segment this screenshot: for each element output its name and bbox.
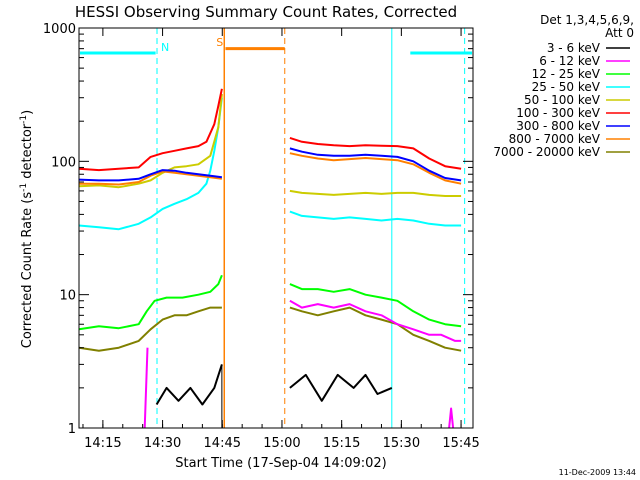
series-line-12-25-kev-part-1 <box>78 274 223 331</box>
night-indicators: N <box>80 28 472 428</box>
x-tick-label-7: 15:45 <box>442 436 479 451</box>
series-group <box>78 88 462 429</box>
series-line-800-7000-kev-part-1 <box>79 170 223 186</box>
x-axis-label: Start Time (17-Sep-04 14:09:02) <box>175 456 386 471</box>
chart-title: HESSI Observing Summary Count Rates, Cor… <box>75 3 457 21</box>
legend-label-800-7000-kev: 800 - 7000 keV <box>509 132 601 146</box>
series-line-50-100-kev-part-2 <box>289 189 462 197</box>
series-50-100-kev <box>78 93 462 197</box>
y-tick-label-4: 1000 <box>43 22 76 37</box>
series-line-25-50-kev-part-1 <box>78 97 223 231</box>
series-line-6-12-kev-part-3 <box>448 407 455 429</box>
legend-label-25-50-kev: 25 - 50 keV <box>532 80 601 94</box>
legend-label-50-100-kev: 50 - 100 keV <box>524 93 601 107</box>
series-line-3-6-kev-part-2 <box>289 373 393 402</box>
legend-label-7000-20000-kev: 7000 - 20000 keV <box>493 145 600 159</box>
series-line-6-12-kev-part-2 <box>289 299 462 342</box>
x-tick-label-6: 15:30 <box>383 436 420 451</box>
y-axis-label-main: Corrected Count Rate (s <box>20 192 35 349</box>
legend-label-6-12-kev: 6 - 12 keV <box>539 54 601 68</box>
legend-label-12-25-kev: 12 - 25 keV <box>532 67 601 81</box>
y-axis-label-end: ) <box>20 110 35 115</box>
series-line-6-12-kev-part-1 <box>143 347 149 429</box>
x-tick-label-1: 14:15 <box>84 436 121 451</box>
series-line-800-7000-kev-part-2 <box>289 152 462 185</box>
series-line-7000-20000-kev-part-2 <box>289 306 462 352</box>
date-stamp: 11-Dec-2009 13:44 <box>559 468 636 477</box>
y-tick-label-2: 10 <box>59 289 76 304</box>
legend-header-line-2: Att 0 <box>605 26 634 40</box>
series-line-100-300-kev-part-2 <box>289 136 462 170</box>
series-6-12-kev <box>143 299 462 429</box>
y-axis: 1 10 100 1000 <box>43 22 473 437</box>
series-300-800-kev <box>78 147 462 182</box>
x-tick-label-4: 15:00 <box>263 436 300 451</box>
y-axis-label: Corrected Count Rate (s-1 detector-1) <box>19 110 35 348</box>
series-line-100-300-kev-part-1 <box>78 88 223 172</box>
series-line-50-100-kev-part-1 <box>78 93 223 189</box>
series-line-12-25-kev-part-2 <box>289 283 462 328</box>
y-axis-label-sup-1: -1 <box>19 183 29 192</box>
plot-frame <box>78 27 474 429</box>
legend-label-3-6-kev: 3 - 6 keV <box>547 41 601 55</box>
series-line-300-800-kev-part-1 <box>78 169 223 182</box>
series-800-7000-kev <box>79 152 462 186</box>
series-line-7000-20000-kev-part-1 <box>78 306 222 352</box>
y-axis-label-mid: detector <box>20 123 35 183</box>
x-tick-label-5: 15:15 <box>323 436 360 451</box>
series-line-3-6-kev-part-1 <box>155 364 223 406</box>
series-7000-20000-kev <box>78 306 462 352</box>
saa-label: S <box>216 36 223 49</box>
series-line-300-800-kev-part-2 <box>289 147 462 182</box>
night-label: N <box>161 41 169 54</box>
legend-label-100-300-kev: 100 - 300 keV <box>516 106 600 120</box>
series-line-25-50-kev-part-2 <box>289 210 462 227</box>
saa-indicators: S <box>216 28 286 428</box>
series-25-50-kev <box>78 97 462 231</box>
series-100-300-kev <box>78 88 462 172</box>
x-tick-label-2: 14:30 <box>144 436 181 451</box>
y-tick-label-1: 1 <box>68 422 76 437</box>
legend-label-300-800-kev: 300 - 800 keV <box>516 119 600 133</box>
series-3-6-kev <box>155 364 393 406</box>
y-axis-label-sup-2: -1 <box>19 115 29 124</box>
x-axis: 14:15 14:30 14:45 15:00 15:15 15:30 15:45 <box>82 28 480 451</box>
series-12-25-kev <box>78 274 462 331</box>
legend-header-line-1: Det 1,3,4,5,6,9, <box>540 13 634 27</box>
x-tick-label-3: 14:45 <box>204 436 241 451</box>
y-tick-label-3: 100 <box>51 155 76 170</box>
